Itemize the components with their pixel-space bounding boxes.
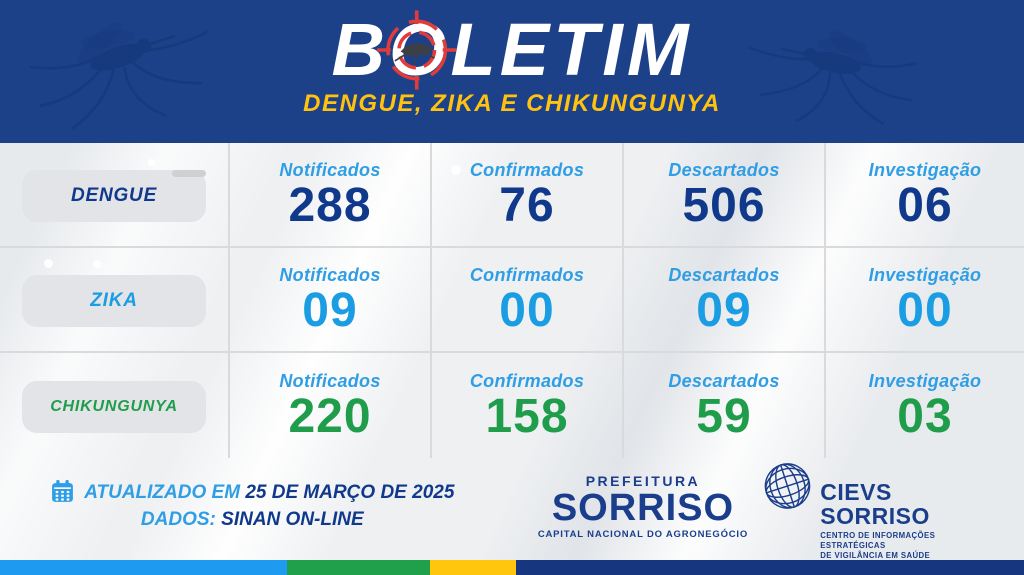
stat-value: 06 — [897, 179, 953, 232]
calendar-icon — [52, 480, 74, 502]
cievs-text: CIEVS SORRISO CENTRO DE INFORMAÇÕES ESTR… — [820, 458, 998, 561]
pill-dash-decoration — [172, 170, 206, 177]
body-area: DENGUE Notificados 288 Confirmados 76 De… — [0, 143, 1024, 560]
mosquito-icon — [29, 22, 210, 130]
disease-cell: CHIKUNGUNYA — [0, 353, 228, 458]
footer: ATUALIZADO EM 25 DE MARÇO DE 2025 DADOS:… — [0, 458, 1024, 560]
stat-label: Descartados — [668, 160, 780, 180]
stat-label: Confirmados — [469, 371, 585, 391]
stripe-yellow — [430, 560, 516, 575]
stat-value: 09 — [696, 284, 752, 337]
bokeh-dot — [148, 159, 155, 166]
stat-label: Notificados — [279, 265, 381, 285]
update-info: ATUALIZADO EM 25 DE MARÇO DE 2025 DADOS:… — [26, 479, 479, 533]
table-row-zika: ZIKA Notificados 09 Confirmados 00 Desca… — [0, 248, 1024, 353]
cievs-subtitle: CENTRO DE INFORMAÇÕES ESTRATÉGICAS DE VI… — [820, 531, 998, 561]
stat-cell: Confirmados 00 — [430, 248, 622, 351]
page-title: BO LETIM — [0, 0, 1024, 91]
updated-date: 25 DE MARÇO DE 2025 — [245, 482, 455, 503]
stripe-lightblue — [0, 560, 287, 575]
disease-cell: DENGUE — [0, 143, 228, 246]
cievs-line2: DE VIGILÂNCIA EM SAÚDE — [820, 550, 931, 560]
subtitle: DENGUE, ZIKA E CHIKUNGUNYA — [303, 90, 721, 117]
stat-cell: Investigação 03 — [824, 353, 1024, 458]
stat-cell: Notificados 220 — [228, 353, 430, 458]
stat-label: Descartados — [668, 265, 780, 285]
updated-line: ATUALIZADO EM 25 DE MARÇO DE 2025 — [26, 479, 479, 506]
stat-value: 506 — [682, 179, 766, 232]
data-source-line: DADOS: SINAN ON-LINE — [26, 506, 479, 533]
stat-label: Confirmados — [469, 265, 585, 285]
bokeh-dot — [451, 165, 461, 175]
stat-label: Notificados — [279, 160, 381, 180]
stat-value: 158 — [485, 390, 569, 443]
mosquito-icon — [748, 30, 917, 126]
stat-label: Investigação — [868, 160, 982, 180]
stat-value: 00 — [897, 284, 953, 337]
stat-cell: Descartados 09 — [622, 248, 824, 351]
stat-cell: Descartados 59 — [622, 353, 824, 458]
stat-value: 09 — [302, 284, 358, 337]
prefeitura-sorriso-logo: PREFEITURA SORRISO CAPITAL NACIONAL DO A… — [525, 473, 762, 540]
bokeh-dot — [93, 260, 101, 268]
bottom-color-stripe — [0, 560, 1024, 575]
stripe-navy — [516, 560, 1024, 575]
stat-value: 03 — [897, 390, 953, 443]
stat-cell: Notificados 09 — [228, 248, 430, 351]
globe-icon — [765, 462, 811, 509]
prefeitura-tagline: CAPITAL NACIONAL DO AGRONEGÓCIO — [537, 528, 749, 540]
cievs-line1: CENTRO DE INFORMAÇÕES ESTRATÉGICAS — [820, 530, 936, 550]
stat-value: 59 — [696, 390, 752, 443]
stat-value: 00 — [499, 284, 555, 337]
stat-cell: Investigação 00 — [824, 248, 1024, 351]
disease-pill-zika: ZIKA — [22, 274, 206, 327]
stat-cell: Investigação 06 — [824, 143, 1024, 246]
disease-pill-chikungunya: CHIKUNGUNYA — [22, 380, 206, 433]
cievs-sorriso-logo: CIEVS SORRISO CENTRO DE INFORMAÇÕES ESTR… — [761, 452, 998, 561]
prefeitura-name: SORRISO — [551, 486, 735, 529]
crosshair-target-icon — [376, 10, 457, 90]
updated-prefix: ATUALIZADO EM — [84, 482, 241, 503]
stripe-green — [287, 560, 430, 575]
table-row-dengue: DENGUE Notificados 288 Confirmados 76 De… — [0, 143, 1024, 248]
data-source: SINAN ON-LINE — [221, 509, 364, 530]
disease-cell: ZIKA — [0, 248, 228, 351]
table-row-chikungunya: CHIKUNGUNYA Notificados 220 Confirmados … — [0, 353, 1024, 458]
title-o-with-target: O — [376, 10, 457, 90]
disease-pill-dengue: DENGUE — [22, 169, 206, 222]
stat-label: Investigação — [868, 265, 982, 285]
stat-label: Notificados — [279, 371, 381, 391]
stat-value: 220 — [288, 390, 372, 443]
stat-label: Investigação — [868, 371, 982, 391]
stat-cell: Notificados 288 — [228, 143, 430, 246]
title-pre: B — [331, 8, 389, 91]
prefeitura-label: PREFEITURA — [585, 472, 701, 489]
bokeh-dot — [44, 259, 53, 268]
data-prefix: DADOS: — [140, 509, 216, 530]
stat-label: Confirmados — [469, 160, 585, 180]
stat-value: 76 — [499, 179, 555, 232]
cievs-name: CIEVS SORRISO — [820, 478, 930, 529]
stat-cell: Confirmados 76 — [430, 143, 622, 246]
header: BO LETIM DENGUE, ZIKA E CHIKUNGUNYA — [0, 0, 1024, 143]
title-post: LETIM — [450, 8, 693, 91]
stats-table: DENGUE Notificados 288 Confirmados 76 De… — [0, 143, 1024, 458]
stat-label: Descartados — [668, 371, 780, 391]
stat-cell: Confirmados 158 — [430, 353, 622, 458]
stat-cell: Descartados 506 — [622, 143, 824, 246]
stat-value: 288 — [288, 179, 372, 232]
